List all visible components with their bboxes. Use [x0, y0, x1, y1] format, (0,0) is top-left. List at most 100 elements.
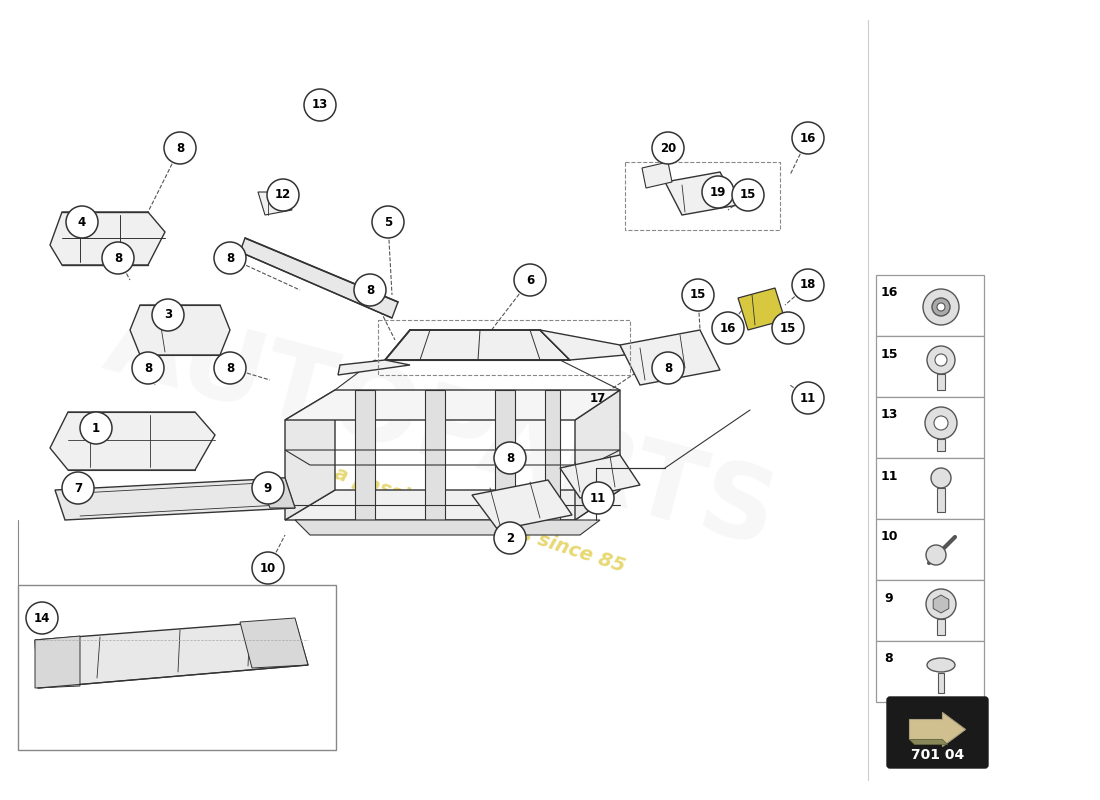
Polygon shape: [285, 390, 620, 420]
Text: 8: 8: [884, 653, 893, 666]
Text: 15: 15: [740, 189, 756, 202]
Polygon shape: [285, 390, 336, 520]
Text: 11: 11: [590, 491, 606, 505]
Text: 17: 17: [590, 391, 606, 405]
Polygon shape: [240, 238, 398, 318]
Text: 14: 14: [34, 611, 51, 625]
Text: 19: 19: [710, 186, 726, 198]
Polygon shape: [295, 520, 600, 535]
Polygon shape: [385, 330, 570, 360]
Polygon shape: [544, 390, 560, 520]
Polygon shape: [910, 739, 947, 745]
Text: 11: 11: [800, 391, 816, 405]
Circle shape: [132, 352, 164, 384]
Text: 13: 13: [880, 409, 898, 422]
Text: 12: 12: [275, 189, 292, 202]
Text: 1: 1: [92, 422, 100, 434]
Bar: [876, 580, 984, 641]
Polygon shape: [55, 478, 295, 520]
Text: 2: 2: [506, 531, 514, 545]
Text: 701 04: 701 04: [911, 748, 964, 762]
Text: 4: 4: [78, 215, 86, 229]
Circle shape: [514, 264, 546, 296]
Circle shape: [934, 416, 948, 430]
Text: 9: 9: [884, 591, 893, 605]
Bar: [378, 320, 630, 375]
Polygon shape: [35, 636, 80, 688]
Circle shape: [792, 269, 824, 301]
Circle shape: [66, 206, 98, 238]
Circle shape: [792, 122, 824, 154]
Circle shape: [62, 472, 94, 504]
Text: 16: 16: [880, 286, 898, 299]
Text: AUTOPARTS: AUTOPARTS: [94, 292, 786, 568]
Polygon shape: [258, 192, 292, 215]
Text: 11: 11: [880, 470, 898, 482]
Polygon shape: [35, 620, 308, 688]
Circle shape: [931, 468, 952, 488]
Text: 8: 8: [226, 251, 234, 265]
Text: 15: 15: [880, 347, 898, 361]
Circle shape: [732, 179, 764, 211]
Polygon shape: [910, 713, 966, 746]
Circle shape: [80, 412, 112, 444]
Bar: [937, 374, 945, 390]
Polygon shape: [495, 390, 515, 520]
Circle shape: [252, 472, 284, 504]
Text: 8: 8: [144, 362, 152, 374]
Polygon shape: [666, 172, 738, 215]
Text: 7: 7: [74, 482, 82, 494]
Text: 6: 6: [526, 274, 535, 286]
Circle shape: [652, 352, 684, 384]
Circle shape: [772, 312, 804, 344]
Circle shape: [494, 442, 526, 474]
Circle shape: [792, 382, 824, 414]
Polygon shape: [738, 288, 785, 330]
Circle shape: [304, 89, 336, 121]
Circle shape: [214, 352, 246, 384]
Polygon shape: [338, 360, 410, 375]
Circle shape: [26, 602, 58, 634]
Polygon shape: [240, 618, 308, 668]
Circle shape: [712, 312, 744, 344]
Bar: [876, 397, 984, 458]
Circle shape: [923, 289, 959, 325]
Bar: [937, 439, 945, 451]
Polygon shape: [425, 390, 446, 520]
Bar: [876, 458, 984, 519]
Text: 15: 15: [690, 289, 706, 302]
Text: 8: 8: [366, 283, 374, 297]
Bar: [876, 336, 984, 397]
Text: 8: 8: [226, 362, 234, 374]
Bar: [876, 641, 984, 702]
Text: 5: 5: [384, 215, 392, 229]
Polygon shape: [620, 330, 721, 385]
Text: 10: 10: [260, 562, 276, 574]
Bar: [937, 619, 945, 635]
Circle shape: [926, 545, 946, 565]
Text: 8: 8: [176, 142, 184, 154]
Text: 8: 8: [664, 362, 672, 374]
Circle shape: [102, 242, 134, 274]
Ellipse shape: [927, 658, 955, 672]
Polygon shape: [355, 390, 375, 520]
Circle shape: [152, 299, 184, 331]
FancyBboxPatch shape: [887, 697, 988, 768]
Circle shape: [926, 589, 956, 619]
Circle shape: [267, 179, 299, 211]
Bar: [876, 275, 984, 336]
Text: 9: 9: [264, 482, 272, 494]
Text: 15: 15: [780, 322, 796, 334]
Bar: [937, 488, 945, 512]
Polygon shape: [472, 480, 572, 530]
Text: 13: 13: [312, 98, 328, 111]
Text: 3: 3: [164, 309, 172, 322]
Circle shape: [652, 132, 684, 164]
Text: 8: 8: [114, 251, 122, 265]
Circle shape: [937, 303, 945, 311]
Circle shape: [682, 279, 714, 311]
Polygon shape: [50, 212, 165, 265]
Text: a passion for parts since 85: a passion for parts since 85: [332, 464, 628, 576]
Polygon shape: [540, 330, 625, 360]
Text: 16: 16: [719, 322, 736, 334]
